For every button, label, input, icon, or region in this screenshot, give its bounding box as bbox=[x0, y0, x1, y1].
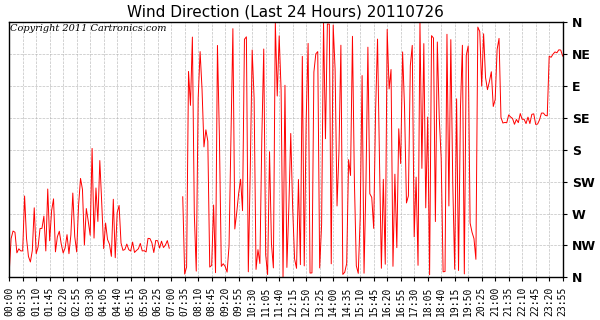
Text: Copyright 2011 Cartronics.com: Copyright 2011 Cartronics.com bbox=[10, 24, 167, 33]
Title: Wind Direction (Last 24 Hours) 20110726: Wind Direction (Last 24 Hours) 20110726 bbox=[127, 4, 445, 19]
